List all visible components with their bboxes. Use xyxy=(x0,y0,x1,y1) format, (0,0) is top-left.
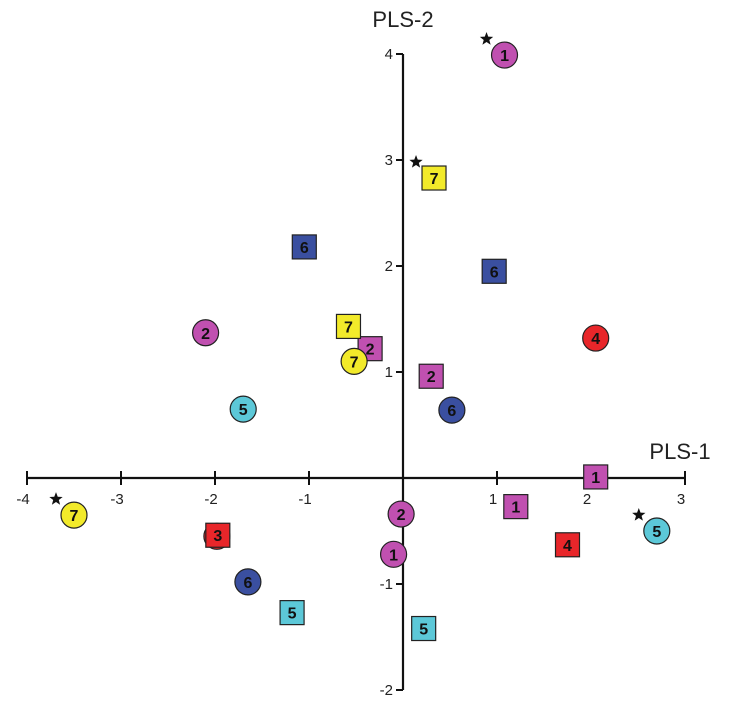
data-point-circle: 2 xyxy=(192,319,220,347)
data-point-square: 3 xyxy=(205,522,231,548)
x-tick-label: 2 xyxy=(583,491,591,508)
point-label: 7 xyxy=(430,171,439,188)
point-label: 2 xyxy=(366,342,375,359)
point-label: 7 xyxy=(350,354,359,371)
point-circle-marker xyxy=(438,396,466,424)
point-circle-marker xyxy=(380,540,408,568)
point-label: 1 xyxy=(591,470,600,487)
data-point-circle: 4 xyxy=(582,324,610,352)
data-point-circle: 6 xyxy=(234,568,262,596)
point-circle-marker xyxy=(340,347,368,375)
point-square-marker xyxy=(279,600,305,626)
point-label: 2 xyxy=(201,326,210,343)
point-label: 5 xyxy=(239,402,248,419)
point-circle-marker xyxy=(192,319,220,347)
point-label: 4 xyxy=(563,538,572,555)
point-label: 6 xyxy=(300,240,309,257)
point-label: 6 xyxy=(447,403,456,420)
x-tick-label: -3 xyxy=(110,491,123,508)
x-tick-label: 1 xyxy=(489,491,497,508)
point-label: 5 xyxy=(419,622,428,639)
point-circle-marker xyxy=(490,41,519,69)
point-square-marker xyxy=(481,258,507,284)
x-tick-label: 3 xyxy=(677,491,685,508)
star-icon xyxy=(479,32,494,45)
data-point-circle: 1 xyxy=(479,32,519,69)
point-square-marker xyxy=(418,363,444,389)
y-axis-title: PLS-2 xyxy=(372,7,433,32)
data-points: 111122223344555566667777 xyxy=(49,32,671,642)
point-circle-marker xyxy=(387,500,415,528)
data-point-circle: 5 xyxy=(632,508,671,545)
point-square-marker xyxy=(583,464,609,490)
point-label: 5 xyxy=(288,606,297,623)
data-point-square: 6 xyxy=(291,234,317,260)
point-square-marker xyxy=(411,615,437,642)
point-label: 7 xyxy=(70,508,79,525)
point-circle-marker xyxy=(234,568,262,596)
point-label: 1 xyxy=(511,500,520,517)
point-label: 5 xyxy=(652,524,661,541)
point-label: 1 xyxy=(500,48,509,65)
y-tick-label: 3 xyxy=(385,152,393,169)
data-point-square: 4 xyxy=(554,532,581,558)
point-label: 3 xyxy=(213,528,222,545)
data-point-circle: 7 xyxy=(340,347,368,375)
point-square-marker xyxy=(205,522,231,548)
y-tick-label: -2 xyxy=(380,682,393,699)
point-circle-marker xyxy=(60,501,88,529)
point-square-marker xyxy=(291,234,317,260)
point-square-marker xyxy=(503,494,529,520)
tick-marks xyxy=(26,53,686,691)
y-tick-label: 2 xyxy=(385,258,393,275)
data-point-circle: 7 xyxy=(49,492,88,529)
y-tick-label: 4 xyxy=(385,46,393,63)
data-point-square: 7 xyxy=(335,313,362,340)
point-label: 7 xyxy=(344,319,353,336)
data-point-circle: 2 xyxy=(387,500,415,528)
data-point-square: 1 xyxy=(503,494,529,520)
data-point-square: 5 xyxy=(279,600,305,626)
point-square-marker xyxy=(421,165,447,191)
x-tick-label: -1 xyxy=(298,491,311,508)
point-label: 1 xyxy=(389,547,398,564)
data-point-square: 5 xyxy=(411,615,437,642)
star-icon xyxy=(49,492,63,505)
data-point-circle: 5 xyxy=(229,395,257,423)
y-tick-label: -1 xyxy=(380,576,393,593)
point-circle-marker xyxy=(643,517,671,545)
data-point-square: 7 xyxy=(409,155,447,191)
x-tick-label: -4 xyxy=(16,491,29,508)
x-tick-label: -2 xyxy=(204,491,217,508)
point-square-marker xyxy=(554,532,581,558)
data-point-square: 6 xyxy=(481,258,507,284)
y-tick-label: 1 xyxy=(385,364,393,381)
point-label: 6 xyxy=(243,575,252,592)
data-point-circle: 1 xyxy=(380,540,408,568)
point-label: 2 xyxy=(427,369,436,386)
point-square-marker xyxy=(335,313,362,340)
point-label: 2 xyxy=(397,507,406,524)
star-icon xyxy=(632,508,646,521)
point-circle-marker xyxy=(582,324,610,352)
data-point-square: 2 xyxy=(418,363,444,389)
star-icon xyxy=(409,155,423,168)
x-axis-title: PLS-1 xyxy=(649,439,710,464)
point-label: 6 xyxy=(490,264,499,281)
data-point-circle: 6 xyxy=(438,396,466,424)
point-label: 4 xyxy=(591,331,600,348)
data-point-square: 1 xyxy=(583,464,609,490)
point-circle-marker xyxy=(229,395,257,423)
